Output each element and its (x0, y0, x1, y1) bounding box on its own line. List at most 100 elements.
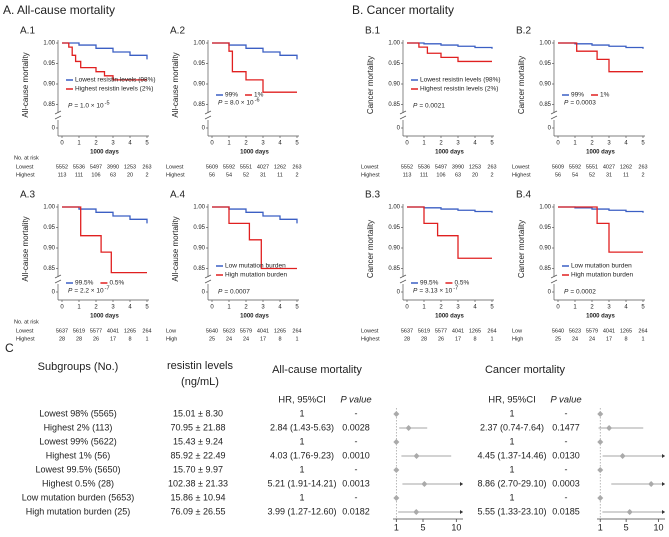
p-value: P (413, 103, 418, 110)
risk-count: 264 (487, 328, 496, 334)
hr-marker (648, 481, 655, 487)
panel-title: B.3 (365, 190, 380, 201)
y-axis-label: All-cause mortality (171, 52, 180, 117)
panel-title: A.2 (170, 26, 185, 37)
y-tick-label: 1.00 (539, 205, 551, 211)
x-tick-label: 4 (278, 141, 282, 147)
risk-count: 54 (226, 172, 232, 178)
x-tick-label: 10 (451, 522, 461, 532)
x-tick-label: 3 (456, 141, 460, 147)
axis-break (54, 110, 62, 115)
y-tick-label: 0.95 (539, 61, 551, 67)
y-tick-label: 0.95 (539, 225, 551, 231)
y-tick-label: 0 (397, 126, 401, 132)
risk-count: 5579 (240, 328, 252, 334)
y-tick-label: 0.90 (43, 246, 55, 252)
risk-count: 1265 (124, 328, 136, 334)
risk-count: 263 (638, 164, 647, 170)
risk-count: 5619 (418, 328, 430, 334)
x-tick-label: 5 (490, 305, 494, 311)
risk-row-label: Highest (512, 172, 531, 178)
risk-title: No. at risk (14, 155, 39, 161)
hr-label: 1 (509, 492, 514, 502)
y-tick-label: 0.90 (388, 82, 400, 88)
p-value: P (413, 288, 418, 295)
risk-count: 20 (472, 172, 478, 178)
risk-count: 113 (403, 172, 412, 178)
x-tick-label: 4 (128, 141, 132, 147)
risk-count: 111 (75, 172, 83, 178)
axis-break (54, 279, 62, 284)
risk-count: 5640 (206, 328, 218, 334)
risk-count: 1265 (469, 328, 481, 334)
panel-title: B.2 (516, 26, 531, 37)
risk-count: 106 (91, 172, 100, 178)
x-axis-label: 1000 days (240, 314, 269, 320)
survival-curve (212, 42, 297, 93)
x-tick-label: 1 (227, 305, 231, 311)
risk-row-label: Lowest (16, 164, 34, 170)
y-tick-label: 0.95 (43, 225, 55, 231)
panel-title: A.3 (20, 190, 35, 201)
panel-title: B.1 (365, 26, 380, 37)
hr-marker (597, 467, 604, 473)
risk-count: 5623 (569, 328, 581, 334)
legend-label: 1% (600, 92, 610, 99)
hr-label: 1 (299, 464, 304, 474)
y-tick-label: 1.00 (43, 205, 55, 211)
risk-count: 2 (295, 172, 298, 178)
risk-count: 63 (110, 172, 116, 178)
risk-row-label: High (166, 336, 177, 342)
section-title: B. Cancer mortality (352, 3, 454, 17)
y-axis-label: Cancer mortality (517, 220, 526, 278)
x-tick-label: 0 (60, 305, 64, 311)
subgroup: Lowest 99% (5622) (39, 436, 117, 446)
x-tick-label: 1 (598, 522, 603, 532)
y-tick-label: 0.90 (43, 82, 55, 88)
resistin: 15.01 ± 8.30 (173, 408, 223, 418)
y-tick-label: 0.95 (388, 61, 400, 67)
x-tick-label: 0 (210, 141, 214, 147)
y-tick-label: 0.90 (539, 246, 551, 252)
risk-count: 24 (572, 336, 578, 342)
risk-count: 1 (295, 336, 298, 342)
risk-count: 1253 (124, 164, 136, 170)
y-tick-label: 0.85 (43, 102, 55, 108)
hr-marker (606, 425, 613, 431)
risk-count: 264 (292, 328, 301, 334)
risk-count: 5536 (73, 164, 85, 170)
p-value: - (355, 464, 358, 474)
section-title: C (5, 341, 14, 355)
x-tick-label: 3 (111, 305, 115, 311)
y-tick-label: 0.85 (388, 102, 400, 108)
header: resistin levels (167, 360, 234, 372)
resistin: 15.43 ± 9.24 (173, 436, 223, 446)
hr-label: 1 (509, 408, 514, 418)
p-value: - (355, 492, 358, 502)
risk-count: 28 (59, 336, 65, 342)
risk-count: 24 (243, 336, 249, 342)
hr-label: 4.03 (1.76-9.23) (270, 450, 334, 460)
risk-count: 106 (436, 172, 445, 178)
risk-count: 11 (277, 172, 283, 178)
risk-count: 28 (421, 336, 427, 342)
risk-count: 26 (93, 336, 99, 342)
risk-count: 4027 (603, 164, 615, 170)
p-value: - (565, 464, 568, 474)
resistin: 15.70 ± 9.97 (173, 464, 223, 474)
hr-marker (405, 425, 412, 431)
x-tick-label: 3 (607, 305, 611, 311)
p-value: P (564, 100, 569, 107)
axis-break (204, 279, 212, 284)
legend-label: 99.5% (75, 280, 94, 287)
y-tick-label: 0.85 (539, 266, 551, 272)
header: P value (550, 395, 581, 406)
x-tick-label: 2 (244, 141, 248, 147)
x-tick-label: 4 (624, 305, 628, 311)
x-tick-label: 3 (111, 141, 115, 147)
x-tick-label: 5 (641, 305, 645, 311)
risk-title: No. at risk (14, 319, 39, 325)
legend-label: Lowest resistin levels (98%) (75, 77, 156, 84)
x-tick-label: 2 (244, 305, 248, 311)
survival-curve (407, 42, 492, 63)
